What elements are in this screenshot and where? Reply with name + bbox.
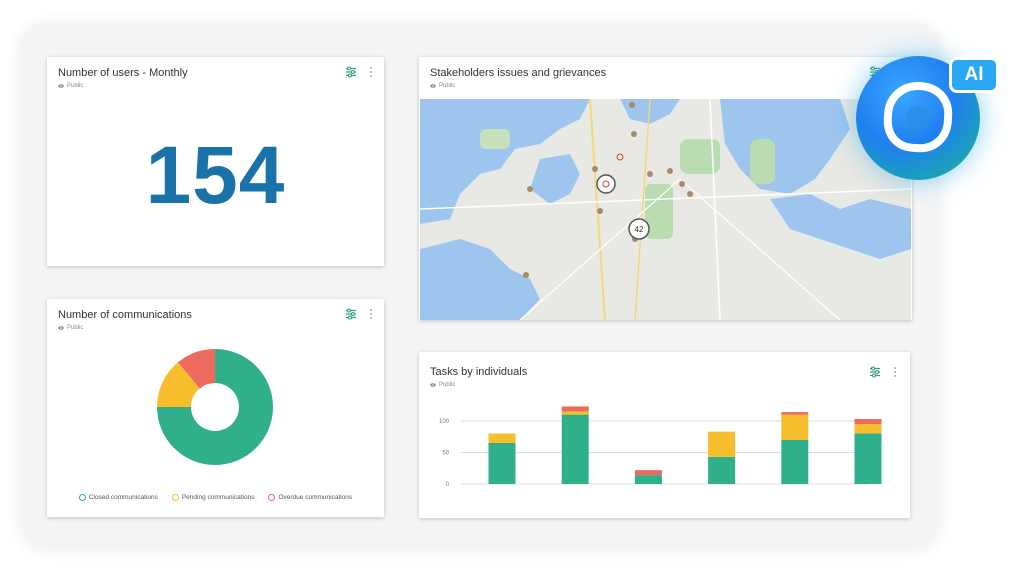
communications-card-title: Number of communications xyxy=(58,309,192,321)
bar-5-segment-0[interactable] xyxy=(854,433,882,484)
eye-icon xyxy=(430,383,436,387)
bar-0-segment-1[interactable] xyxy=(488,433,516,443)
map-cluster-marker xyxy=(596,174,616,194)
y-tick-label-0: 0 xyxy=(446,482,450,488)
bar-1-segment-1[interactable] xyxy=(561,411,589,415)
stakeholders-map[interactable]: 42 xyxy=(420,99,911,320)
communications-card-visibility: Public xyxy=(58,325,83,331)
ai-logo-icon xyxy=(883,82,953,153)
donut-slice-2[interactable] xyxy=(178,349,215,389)
communications-donut-chart xyxy=(157,349,273,465)
tasks-bar-chart: 0 50 100 xyxy=(439,406,882,488)
ai-label: AI xyxy=(949,57,999,93)
legend-label: Closed communications xyxy=(88,494,158,501)
settings-sliders-icon[interactable] xyxy=(345,66,357,78)
settings-sliders-icon[interactable] xyxy=(869,366,881,378)
stakeholders-card-title: Stakeholders issues and grievances xyxy=(430,67,607,79)
bar-4-segment-2[interactable] xyxy=(781,412,809,415)
y-tick-label-1: 50 xyxy=(442,450,449,456)
users-card-title: Number of users - Monthly xyxy=(58,67,188,79)
legend-item-pending[interactable]: Pending communications xyxy=(171,494,255,501)
legend-label: Overdue communications xyxy=(278,494,353,501)
stakeholders-card-visibility: Public xyxy=(430,83,455,89)
visibility-label: Public xyxy=(67,325,84,331)
stakeholders-card: Stakeholders issues and grievances Publi… xyxy=(419,57,912,320)
legend-item-overdue[interactable]: Overdue communications xyxy=(268,494,352,501)
eye-icon xyxy=(58,84,64,88)
bar-3-segment-1[interactable] xyxy=(708,431,736,457)
more-options-icon[interactable] xyxy=(892,366,898,378)
eye-icon xyxy=(58,326,64,330)
bar-5-segment-1[interactable] xyxy=(854,424,882,434)
communications-card: Number of communications Public Closed c… xyxy=(47,299,384,517)
bar-2-segment-2[interactable] xyxy=(634,470,662,476)
map-cluster-marker-42 xyxy=(628,218,650,240)
communications-legend: Closed communications Pending communicat… xyxy=(47,494,384,501)
bar-1-segment-2[interactable] xyxy=(561,406,589,412)
donut-slice-1[interactable] xyxy=(157,362,200,407)
donut-slice-0[interactable] xyxy=(157,349,273,465)
bar-0-segment-0[interactable] xyxy=(488,443,516,484)
legend-dot xyxy=(78,494,86,501)
legend-dot xyxy=(171,494,179,501)
bar-3-segment-0[interactable] xyxy=(708,456,736,484)
tasks-card: Tasks by individuals Public 0 50 100 xyxy=(419,352,910,518)
users-count: 154 xyxy=(145,130,286,221)
eye-icon xyxy=(430,84,436,88)
bar-2-segment-0[interactable] xyxy=(634,475,662,484)
map-cluster-count: 42 xyxy=(635,225,644,234)
more-options-icon[interactable] xyxy=(368,308,374,320)
tasks-card-title: Tasks by individuals xyxy=(430,366,528,378)
visibility-label: Public xyxy=(67,83,84,89)
settings-sliders-icon[interactable] xyxy=(345,308,357,320)
visibility-label: Public xyxy=(439,83,456,89)
bar-1-segment-0[interactable] xyxy=(561,414,589,484)
more-options-icon[interactable] xyxy=(368,66,374,78)
map-canvas: 42 xyxy=(420,99,911,320)
y-tick-label-2: 100 xyxy=(439,419,450,425)
legend-dot xyxy=(268,494,276,501)
legend-label: Pending communications xyxy=(181,494,255,501)
bar-4-segment-0[interactable] xyxy=(781,439,809,484)
legend-item-closed[interactable]: Closed communications xyxy=(78,494,158,501)
users-card: Number of users - Monthly Public 154 xyxy=(47,57,384,266)
visibility-label: Public xyxy=(439,382,456,388)
users-card-visibility: Public xyxy=(58,83,83,89)
bar-4-segment-1[interactable] xyxy=(781,414,809,440)
bar-5-segment-2[interactable] xyxy=(854,419,882,425)
tasks-card-visibility: Public xyxy=(430,382,455,388)
